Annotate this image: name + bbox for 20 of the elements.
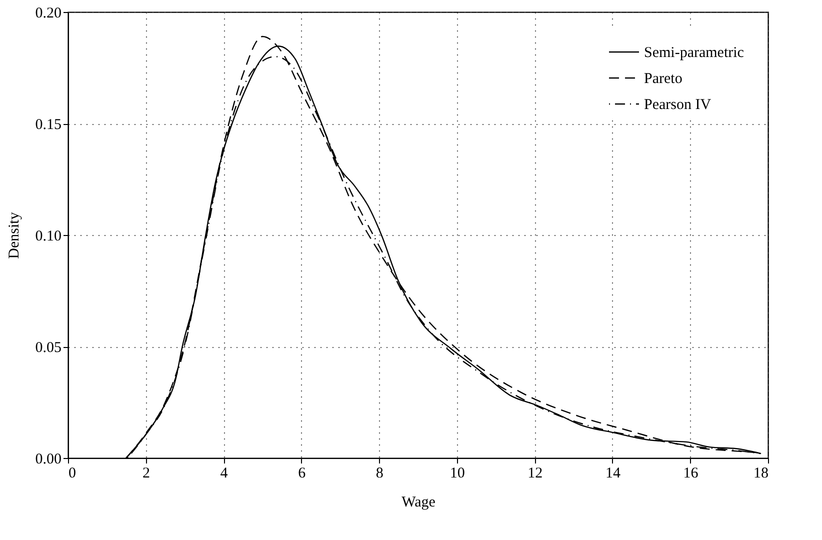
y-tick-label: 0.15	[35, 117, 62, 133]
x-tick-label: 10	[450, 466, 465, 482]
x-tick-label: 6	[298, 466, 306, 482]
x-tick-label: 14	[605, 466, 621, 482]
y-tick-label: 0.00	[35, 452, 62, 468]
x-axis-title: Wage	[402, 494, 436, 510]
legend-label: Pearson IV	[644, 97, 712, 113]
x-tick-label: 18	[754, 466, 768, 482]
x-tick-label: 8	[376, 466, 384, 482]
legend-label: Pareto	[644, 71, 682, 87]
legend-label: Semi-parametric	[644, 45, 744, 61]
x-tick-label: 12	[528, 466, 543, 482]
y-axis-title: Density	[6, 212, 22, 259]
x-tick-label: 4	[220, 466, 228, 482]
y-tick-label: 0.05	[35, 340, 62, 356]
x-tick-label: 0	[68, 466, 76, 482]
x-tick-label: 2	[142, 466, 150, 482]
x-tick-label: 16	[683, 466, 699, 482]
y-tick-label: 0.10	[35, 228, 62, 244]
y-tick-label: 0.20	[35, 6, 62, 22]
